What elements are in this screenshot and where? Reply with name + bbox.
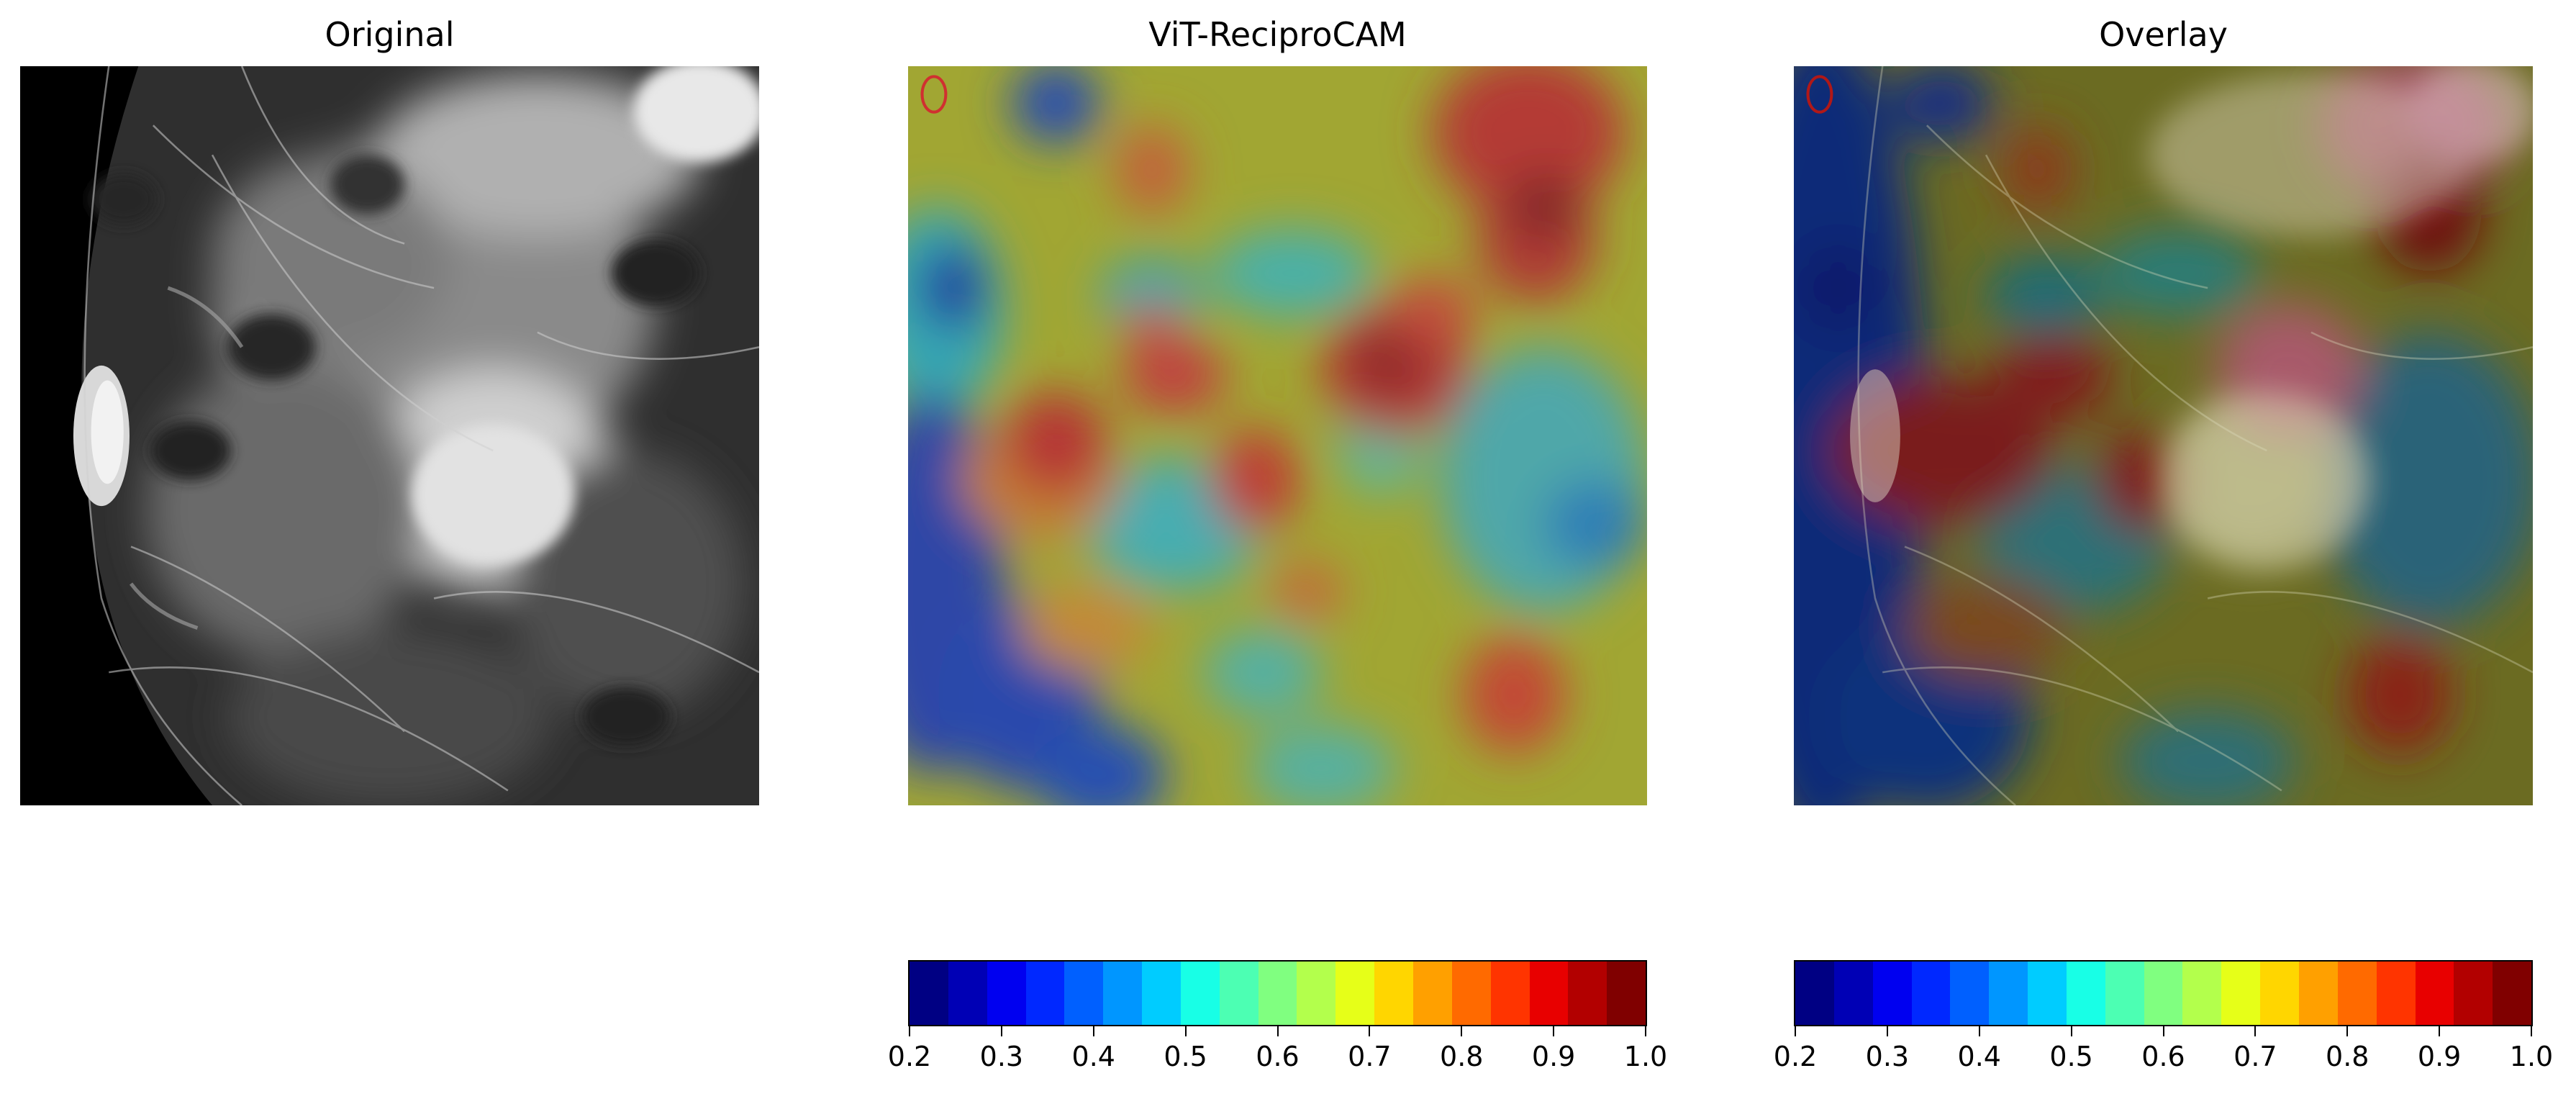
colorbar-bin: [1950, 962, 1990, 1025]
colorbar-bin: [1568, 962, 1607, 1025]
colorbar-tick-label: 0.2: [887, 1041, 932, 1072]
colorbar-tick-label: 0.9: [2417, 1041, 2462, 1072]
cam-title: ViT-ReciproCAM: [1148, 15, 1407, 54]
colorbar-bin: [2337, 962, 2377, 1025]
colorbar-gradient: [1794, 960, 2533, 1026]
colorbar-bin: [1989, 962, 2028, 1025]
colorbar-bin: [1374, 962, 1413, 1025]
colorbar-tick: [1092, 1026, 1094, 1036]
colorbar-tick-label: 0.3: [1865, 1041, 1910, 1072]
colorbar-tick: [2346, 1026, 2349, 1036]
colorbar-bin: [1412, 962, 1452, 1025]
original-mammogram-image: [20, 66, 759, 805]
colorbar-bin: [2028, 962, 2067, 1025]
colorbar-bin: [1219, 962, 1258, 1025]
region-marker: [920, 75, 948, 114]
colorbar-tick: [1886, 1026, 1888, 1036]
colorbar-tick: [909, 1026, 910, 1036]
colorbar-bin: [1180, 962, 1220, 1025]
colorbar-bin: [948, 962, 987, 1025]
colorbar-tick: [1795, 1026, 1796, 1036]
colorbar-bin: [2298, 962, 2338, 1025]
colorbar-tick: [2070, 1026, 2072, 1036]
colorbar-bin: [2144, 962, 2183, 1025]
colorbar-tick-label: 0.4: [1957, 1041, 2001, 1072]
colorbar-bin: [1064, 962, 1104, 1025]
colorbar-tick-label: 1.0: [1623, 1041, 1668, 1072]
colorbar-bin: [1911, 962, 1951, 1025]
colorbar-tick-label: 0.5: [2049, 1041, 2093, 1072]
colorbar-bin: [2415, 962, 2454, 1025]
colorbar-tick-label: 0.7: [2233, 1041, 2277, 1072]
colorbar-tick-label: 0.9: [1531, 1041, 1576, 1072]
colorbar-bin: [2260, 962, 2299, 1025]
overlay-image: [1794, 66, 2533, 805]
colorbar-bin: [1258, 962, 1297, 1025]
colorbar-bin: [1025, 962, 1065, 1025]
colorbar-tick: [1184, 1026, 1187, 1036]
colorbar-bin: [987, 962, 1026, 1025]
colorbar-bin: [1142, 962, 1181, 1025]
colorbar-bin: [1103, 962, 1143, 1025]
colorbar-tick: [2531, 1026, 2532, 1036]
colorbar-bin: [1490, 962, 1530, 1025]
original-title: Original: [325, 15, 455, 54]
colorbar-tick: [1369, 1026, 1371, 1036]
colorbar-tick-label: 0.8: [1440, 1041, 1484, 1072]
colorbar-tick-label: 1.0: [2509, 1041, 2554, 1072]
cam-heatmap: [908, 66, 1647, 805]
colorbar-tick: [1553, 1026, 1555, 1036]
overlay-colorbar: 0.2 0.3 0.4 0.5 0.6 0.7 0.8 0.9 1.0: [1774, 960, 2553, 1072]
colorbar-tick-label: 0.6: [2141, 1041, 2185, 1072]
colorbar-bin: [1451, 962, 1491, 1025]
colorbar-bin: [2493, 962, 2532, 1025]
colorbar-gradient: [908, 960, 1647, 1026]
colorbar-bin: [2376, 962, 2416, 1025]
colorbar-bin: [1872, 962, 1912, 1025]
colorbar-tick-label: 0.5: [1164, 1041, 1207, 1072]
colorbar-bin: [2454, 962, 2493, 1025]
colorbar-tick-label: 0.4: [1071, 1041, 1115, 1072]
colorbar-bin: [1297, 962, 1336, 1025]
colorbar-tick: [1645, 1026, 1646, 1036]
colorbar-bin: [1335, 962, 1375, 1025]
overlay-title: Overlay: [2099, 15, 2228, 54]
colorbar-tick: [1000, 1026, 1002, 1036]
region-marker: [1806, 75, 1833, 114]
colorbar-tick-label: 0.3: [979, 1041, 1024, 1072]
colorbar-bin: [2066, 962, 2105, 1025]
colorbar-bin: [1607, 962, 1646, 1025]
colorbar-bin: [1795, 962, 1834, 1025]
colorbar-tick-label: 0.7: [1348, 1041, 1392, 1072]
colorbar-tick-label: 0.2: [1773, 1041, 1818, 1072]
colorbar-bin: [2221, 962, 2261, 1025]
colorbar-bin: [2182, 962, 2222, 1025]
colorbar-tick: [2162, 1026, 2164, 1036]
colorbar-tick: [1978, 1026, 1980, 1036]
cam-colorbar: 0.2 0.3 0.4 0.5 0.6 0.7 0.8 0.9 1.0: [888, 960, 1667, 1072]
colorbar-tick-label: 0.6: [1256, 1041, 1300, 1072]
colorbar-bin: [1529, 962, 1569, 1025]
colorbar-bin: [910, 962, 948, 1025]
colorbar-tick: [1276, 1026, 1279, 1036]
colorbar-tick: [1461, 1026, 1463, 1036]
colorbar-tick: [2254, 1026, 2257, 1036]
colorbar-bin: [2105, 962, 2144, 1025]
colorbar-tick: [2439, 1026, 2441, 1036]
colorbar-tick-label: 0.8: [2326, 1041, 2369, 1072]
colorbar-bin: [1833, 962, 1873, 1025]
